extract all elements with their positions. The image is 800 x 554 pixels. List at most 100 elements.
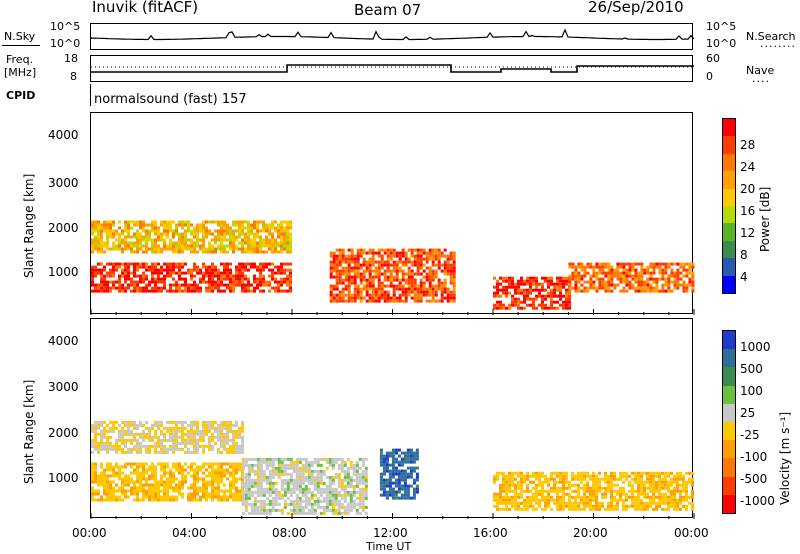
heatmap-cell [247,244,250,248]
heatmap-cell [313,460,317,464]
heatmap-cell [565,282,568,286]
heatmap-cell [410,269,414,273]
heatmap-cell [526,504,529,508]
heatmap-cell [196,429,199,433]
heatmap-cell [628,483,631,487]
heatmap-cell [649,480,652,484]
heatmap-cell [97,477,100,481]
heatmap-cell [160,483,163,487]
heatmap-cell [391,487,395,491]
heatmap-cell [241,232,244,236]
heatmap-cell [127,247,130,251]
heatmap-cell [440,293,444,297]
heatmap-cell [121,492,124,496]
heatmap-cell [241,438,244,442]
heatmap-cell [649,504,652,508]
heatmap-cell [637,489,640,493]
heatmap-cell [550,498,553,502]
heatmap-cell [607,286,611,290]
heatmap-cell [91,444,94,448]
heatmap-cell [304,505,308,509]
heatmap-cell [337,502,341,506]
heatmap-cell [226,495,229,499]
heatmap-cell [172,265,175,269]
heatmap-cell [589,501,592,505]
heatmap-cell [109,435,112,439]
heatmap-cell [449,281,453,285]
heatmap-cell [298,484,302,488]
heatmap-cell [631,486,634,490]
heatmap-cell [208,241,211,245]
heatmap-cell [413,254,417,258]
heatmap-cell [386,284,390,288]
nsky-tick-low: 10^0 [50,37,81,50]
heatmap-cell [292,508,296,512]
heatmap-cell [163,489,166,493]
heatmap-cell [91,229,94,233]
heatmap-cell [496,291,499,295]
heatmap-cell [142,486,145,490]
xtick-0: 00:00 [72,526,107,540]
heatmap-cell [449,290,453,294]
heatmap-cell [106,226,109,230]
heatmap-cell [640,274,644,278]
heatmap-cell [586,498,589,502]
heatmap-cell [229,447,232,451]
heatmap-cell [205,468,208,472]
heatmap-cell [109,235,112,239]
heatmap-cell [577,471,580,475]
heatmap-cell [334,511,338,515]
heatmap-cell [181,262,184,266]
heatmap-cell [412,487,416,491]
heatmap-cell [664,501,667,505]
heatmap-cell [163,432,166,436]
heatmap-cell [410,290,414,294]
heatmap-cell [205,429,208,433]
heatmap-cell [175,441,178,445]
heatmap-cell [352,487,356,491]
heatmap-cell [529,297,532,301]
heatmap-cell [646,501,649,505]
heatmap-cell [356,275,360,279]
heatmap-cell [328,487,332,491]
heatmap-cell [295,502,299,506]
heatmap-cell [115,280,118,284]
heatmap-cell [235,477,238,481]
heatmap-cell [241,226,244,230]
heatmap-cell [502,288,505,292]
heatmap-cell [574,280,578,284]
heatmap-cell [425,290,429,294]
heatmap-cell [493,291,496,295]
heatmap-cell [535,471,538,475]
heatmap-cell [112,262,115,266]
heatmap-cell [262,220,265,224]
heatmap-cell [443,296,447,300]
heatmap-cell [160,238,163,242]
heatmap-cell [175,447,178,451]
heatmap-cell [271,277,274,281]
heatmap-cell [425,251,429,255]
heatmap-cell [223,474,226,478]
heatmap-cell [163,492,166,496]
heatmap-cell [208,462,211,466]
heatmap-cell [91,277,94,281]
heatmap-cell [397,481,401,485]
heatmap-cell [208,229,211,233]
heatmap-cell [175,477,178,481]
power-ytick-2000: 2000 [48,221,79,235]
heatmap-cell [271,484,275,488]
heatmap-cell [130,420,133,424]
heatmap-cell [385,493,389,497]
heatmap-cell [172,450,175,454]
heatmap-cell [685,495,688,499]
velocity-cbar-tick-1000: 1000 [740,340,771,354]
heatmap-cell [199,498,202,502]
heatmap-cell [380,287,384,291]
heatmap-cell [640,268,644,272]
heatmap-cell [223,229,226,233]
heatmap-cell [392,296,396,300]
heatmap-cell [298,460,302,464]
heatmap-cell [160,429,163,433]
station-title: Inuvik (fitACF) [92,0,199,16]
heatmap-cell [94,480,97,484]
